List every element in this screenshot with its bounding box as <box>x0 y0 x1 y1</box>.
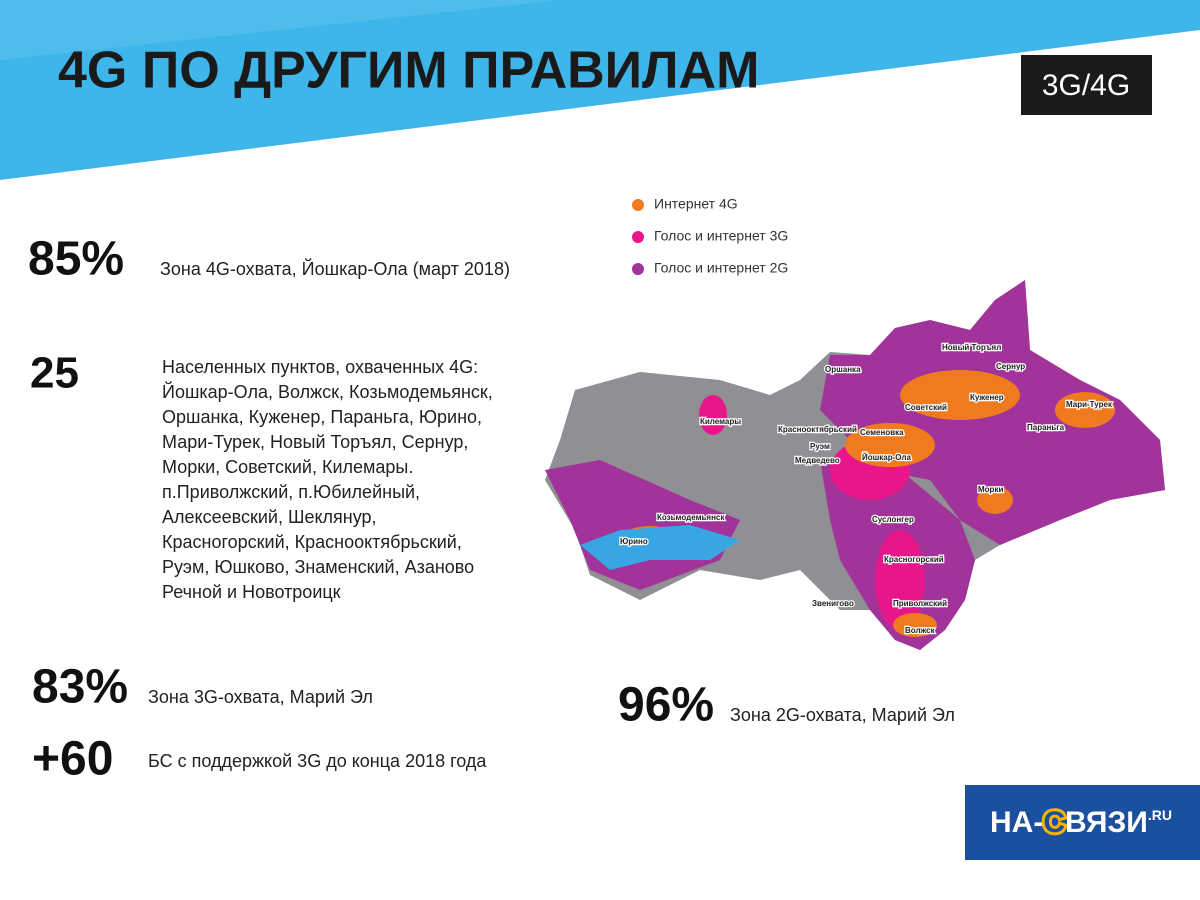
stat-value: 25 <box>30 349 79 398</box>
stat-line: Морки, Советский, Килемары. <box>162 457 413 477</box>
map-label: Руэм <box>810 442 830 451</box>
stat-label: БС с поддержкой 3G до конца 2018 года <box>148 751 487 771</box>
map-label: Новый Торъял <box>942 343 1001 352</box>
coverage-4g <box>845 423 935 467</box>
stat-label: Зона 4G-охвата, Йошкар-Ола (март 2018) <box>160 258 510 279</box>
map-label: Сернур <box>996 362 1025 371</box>
logo: НА-СВЯЗИ.RU <box>990 806 1172 839</box>
stat-line: Населенных пунктов, охваченных 4G: <box>162 357 478 377</box>
map-label: Морки <box>978 485 1003 494</box>
legend-dot <box>632 231 644 243</box>
map-label: Куженер <box>970 393 1004 402</box>
map-label: Юрино <box>620 537 648 546</box>
stat-line: Красногорский, Краснооктябрьский, <box>162 532 462 552</box>
map-label: Параньга <box>1027 423 1065 432</box>
map-label: Приволжский <box>893 599 947 608</box>
stat-label: Зона 2G-охвата, Марий Эл <box>730 705 955 725</box>
stat-line: п.Приволжский, п.Юбилейный, <box>162 482 420 502</box>
stat-value: +60 <box>32 733 113 786</box>
coverage-4g <box>893 613 937 637</box>
map-label: Мари-Турек <box>1066 400 1113 409</box>
map-label: Суслонгер <box>872 515 914 524</box>
stat-line: Речной и Новотроицк <box>162 582 341 602</box>
logo-part: ВЯЗИ <box>1065 806 1148 839</box>
map-label: Волжск <box>905 626 936 635</box>
stat-value: 96% <box>618 679 714 732</box>
coverage-3g <box>875 530 925 630</box>
stat-line: Мари-Турек, Новый Торъял, Сернур, <box>162 432 468 452</box>
map-label: Семеновка <box>860 428 904 437</box>
title: 4G ПО ДРУГИМ ПРАВИЛАМ <box>58 42 759 100</box>
stat-value: 85% <box>28 233 124 286</box>
coverage-4g <box>1055 392 1115 428</box>
coverage-3g <box>699 395 727 435</box>
stat-line: Йошкар-Ола, Волжск, Козьмодемьянск, <box>162 381 493 402</box>
river <box>580 525 740 570</box>
legend-label: Интернет 4G <box>654 196 738 212</box>
banner <box>0 0 1200 180</box>
legend-label: Голос и интернет 3G <box>654 228 788 244</box>
logo-box <box>965 785 1200 860</box>
logo-part: .RU <box>1148 807 1172 823</box>
coverage-4g <box>900 370 1020 420</box>
map-label: Краснооктябрьский <box>778 425 857 434</box>
map-label: Советский <box>905 403 947 412</box>
map-label: Килемары <box>700 417 741 426</box>
stat-value: 83% <box>32 661 128 714</box>
map-label: Красногорский <box>884 555 944 564</box>
map-label: Звенигово <box>812 599 854 608</box>
map-label: Оршанка <box>825 365 861 374</box>
legend-label: Голос и интернет 2G <box>654 260 788 276</box>
coverage-4g <box>977 486 1013 514</box>
map <box>545 280 1165 650</box>
banner-shade <box>0 0 560 60</box>
stat-label: Зона 3G-охвата, Марий Эл <box>148 687 373 707</box>
badge: 3G/4G <box>1042 69 1130 102</box>
logo-part: С <box>1043 806 1065 839</box>
map-label: Медведево <box>795 456 840 465</box>
legend-dot <box>632 263 644 275</box>
stat-line: Алексеевский, Шеклянур, <box>162 507 377 527</box>
badge-box <box>1021 55 1152 115</box>
stat-line: Оршанка, Куженер, Параньга, Юрино, <box>162 407 482 427</box>
map-label: Йошкар-Ола <box>862 453 912 462</box>
legend-dot <box>632 199 644 211</box>
map-label: Козьмодемьянск <box>657 513 725 522</box>
stat-line: Руэм, Юшково, Знаменский, Азаново <box>162 557 474 577</box>
logo-part: НА- <box>990 806 1043 839</box>
